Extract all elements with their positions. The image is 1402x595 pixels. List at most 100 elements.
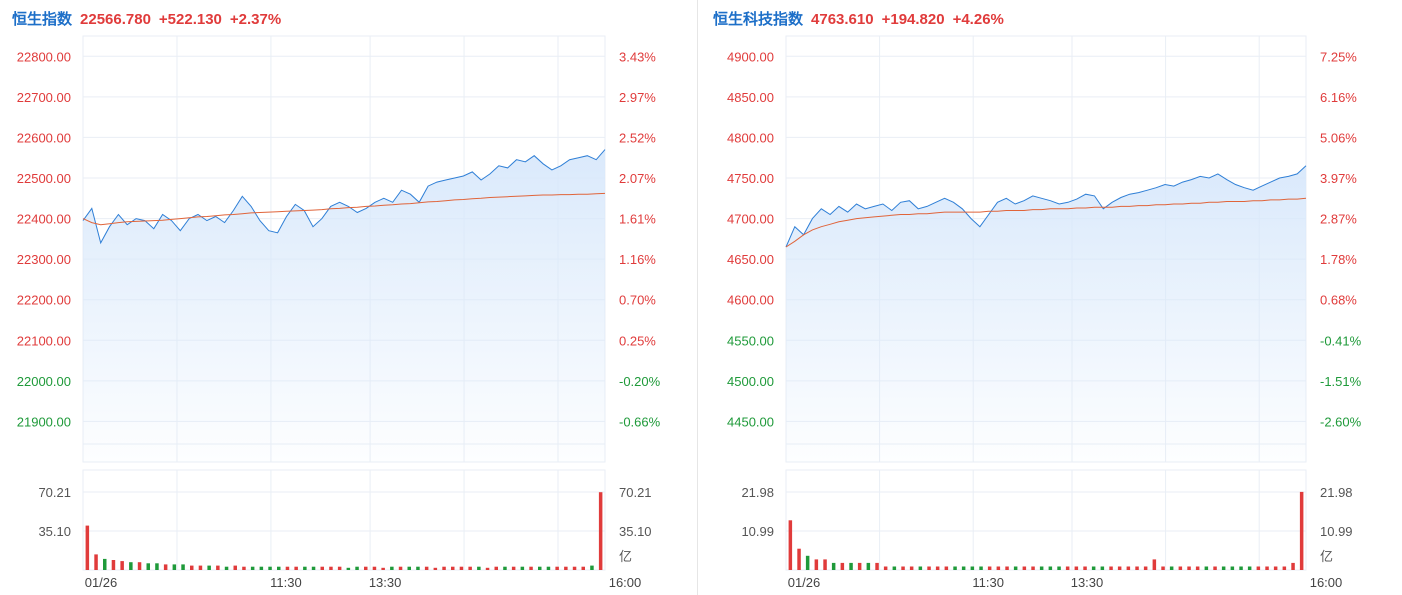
hsi-volume-bar xyxy=(520,566,525,570)
hsi-volume-bar xyxy=(451,566,455,570)
hsi-chart[interactable]: 22800.00 3.43% 22700.00 2.97% 22600.00 2.52% 2… xyxy=(0,0,700,595)
hstech-pct-tick-label: -2.60% xyxy=(1320,414,1362,429)
hstech-volume-bar xyxy=(1195,566,1200,570)
hsi-pct-tick-label: 2.97% xyxy=(619,90,656,105)
hstech-volume-bar xyxy=(892,566,897,570)
hstech-volume-bar xyxy=(1239,566,1243,570)
hstech-x-tick-label: 16:00 xyxy=(1310,575,1343,590)
hstech-volume-bar xyxy=(1178,566,1183,570)
hsi-volume-bar xyxy=(572,566,577,570)
hsi-volume-bar xyxy=(511,566,516,570)
hstech-volume-bar xyxy=(1265,566,1269,570)
hstech-volume-bar xyxy=(1152,559,1157,570)
hsi-x-tick-label: 16:00 xyxy=(609,575,642,590)
hstech-pct-tick-label: -1.51% xyxy=(1320,374,1362,389)
hstech-volume-bar xyxy=(1022,566,1027,570)
panel-separator xyxy=(697,0,698,595)
hsi-volume-bar xyxy=(103,558,107,570)
hstech-price-line xyxy=(785,165,1307,248)
hsi-volume-bar xyxy=(459,566,464,570)
hstech-chart[interactable]: 4900.00 7.25% 4850.00 6.16% 4800.00 5.06% 4750… xyxy=(701,0,1401,595)
hstech-volume-bar xyxy=(1048,566,1053,570)
hstech-volume-bar xyxy=(1204,566,1209,570)
hstech-x-tick-label: 13:30 xyxy=(1071,575,1104,590)
hsi-avg-line xyxy=(82,192,606,226)
hsi-volume-frame xyxy=(82,469,606,571)
hsi-volume-bar xyxy=(146,563,150,570)
hstech-volume-bar xyxy=(1065,566,1070,570)
hstech-volume-bar xyxy=(1221,566,1226,570)
hstech-volume-bar xyxy=(979,566,983,570)
hsi-price-tick-label: 22000.00 xyxy=(17,374,71,389)
hsi-volume-bar xyxy=(477,566,481,570)
hsi-volume-bar xyxy=(320,566,324,570)
hstech-volume-bar xyxy=(1005,566,1009,570)
hsi-volume-bar xyxy=(590,565,594,570)
hstech-volume-bar xyxy=(1169,566,1174,570)
hsi-volume-bar xyxy=(155,563,159,570)
hstech-volume-bar xyxy=(1291,562,1295,570)
hstech-volume-tick-label: 10.99 xyxy=(741,524,774,539)
hstech-price-tick-label: 4600.00 xyxy=(727,293,774,308)
hstech-x-tick-label: 01/26 xyxy=(788,575,821,590)
hsi-x-tick-label: 11:30 xyxy=(270,575,302,590)
hstech-volume-bar xyxy=(996,566,1001,570)
hstech-volume-bar xyxy=(1273,566,1278,570)
hsi-volume-bar xyxy=(233,565,237,570)
hstech-volume-bar xyxy=(1117,566,1122,570)
hsi-price-area xyxy=(83,149,605,462)
hstech-volume-bar xyxy=(1143,566,1148,570)
hstech-name[interactable]: 恒生科技指数 xyxy=(713,11,804,28)
hsi-volume-bar xyxy=(285,566,290,570)
hstech-volume-bar xyxy=(1031,566,1035,570)
hstech-panel: 恒生科技指数 4763.610 +194.820 +4.26% 4900.00 7.25… xyxy=(701,0,1401,595)
hsi-volume-bar xyxy=(529,566,533,570)
hsi-price-tick-label: 22100.00 xyxy=(17,333,71,348)
hsi-pct-tick-label: 0.70% xyxy=(619,293,656,308)
hsi-pct-tick-label: 0.25% xyxy=(619,333,656,348)
hstech-change: +194.820 xyxy=(881,11,945,28)
hstech-volume-bar xyxy=(1126,566,1131,570)
hsi-volume-bar xyxy=(555,566,559,570)
hsi-pct-tick-label: 2.52% xyxy=(619,130,656,145)
hsi-volume-bar xyxy=(163,564,168,570)
hsi-volume-tick-label-right: 70.21 xyxy=(619,485,652,500)
hsi-price-tick-label: 22800.00 xyxy=(17,49,71,64)
hstech-volume-bar xyxy=(1256,566,1261,570)
hstech-price-tick-label: 4500.00 xyxy=(727,374,774,389)
hstech-change-pct: +4.26% xyxy=(952,11,1004,28)
hsi-pct-tick-label: 2.07% xyxy=(619,171,656,186)
hsi-x-tick-label: 13:30 xyxy=(369,575,402,590)
hstech-volume-frame xyxy=(785,469,1307,571)
hsi-volume-bar xyxy=(329,566,333,570)
hstech-pct-tick-label: 6.16% xyxy=(1320,90,1357,105)
hsi-volume-bar xyxy=(277,566,281,570)
hsi-pct-tick-label: 1.16% xyxy=(619,252,656,267)
hsi-change: +522.130 xyxy=(158,11,222,28)
hstech-volume-bar xyxy=(849,562,853,570)
hstech-volume-bar xyxy=(918,566,923,570)
hstech-pct-tick-label: 5.06% xyxy=(1320,130,1357,145)
hsi-volume-tick-label: 70.21 xyxy=(38,485,71,500)
hstech-volume-tick-label: 21.98 xyxy=(741,485,774,500)
hsi-name[interactable]: 恒生指数 xyxy=(12,11,73,28)
hsi-volume-bar xyxy=(94,554,98,570)
hstech-volume-bar xyxy=(823,559,827,570)
hsi-price-tick-label: 22500.00 xyxy=(17,171,71,186)
hsi-volume-bar xyxy=(468,566,472,570)
hstech-volume-bar xyxy=(1083,566,1087,570)
hsi-volume-bar xyxy=(442,566,446,570)
hsi-pct-tick-label: 3.43% xyxy=(619,49,656,64)
hstech-volume-bar xyxy=(1091,566,1096,570)
hsi-volume-bar xyxy=(216,565,220,570)
hstech-volume-bar xyxy=(961,566,966,570)
hstech-volume-bar xyxy=(831,562,836,570)
hsi-change-pct: +2.37% xyxy=(229,11,282,28)
hstech-volume-bar xyxy=(788,520,793,570)
hsi-volume-bar xyxy=(598,492,603,570)
hsi-volume-bar xyxy=(346,567,351,570)
hsi-volume-bar xyxy=(85,525,90,570)
hsi-volume-bar xyxy=(242,566,246,570)
hsi-volume-bar xyxy=(129,562,133,570)
hsi-volume-bar xyxy=(207,565,211,570)
